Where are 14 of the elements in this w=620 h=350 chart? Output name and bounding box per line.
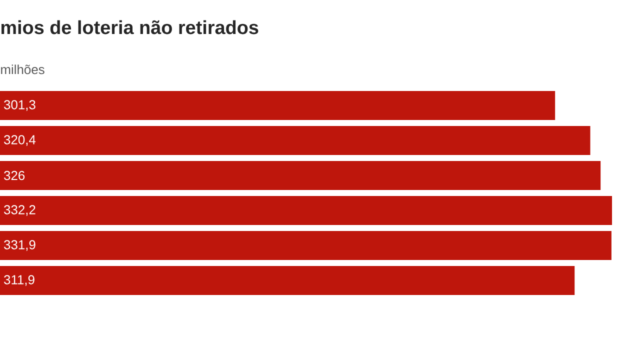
bar <box>0 231 612 260</box>
data-label: 320,4 <box>4 135 36 146</box>
bar <box>0 266 575 296</box>
chart-title: mios de loteria não retirados <box>1 20 258 34</box>
data-label: 311,9 <box>4 275 34 286</box>
data-label: 301,3 <box>4 100 36 111</box>
bar <box>0 126 590 156</box>
data-label: 326 <box>4 170 25 180</box>
bar <box>0 161 601 190</box>
chart-subtitle: milhões <box>1 64 44 74</box>
bar <box>0 196 612 226</box>
data-label: 332,2 <box>4 205 36 216</box>
data-label: 331,9 <box>4 240 36 251</box>
bar <box>0 91 556 120</box>
